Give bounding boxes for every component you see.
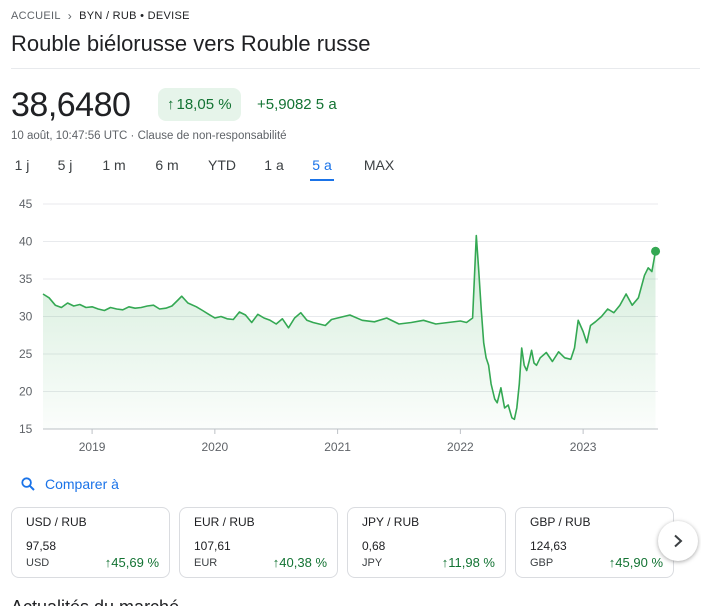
range-tab-1m[interactable]: 1 m: [102, 157, 126, 173]
range-tab-1d[interactable]: 1 j: [14, 157, 30, 173]
x-tick-label: 2021: [324, 440, 351, 454]
card-title: GBP / RUB: [530, 515, 591, 529]
card-value: 124,63: [530, 539, 567, 553]
card-change-value: 45,90 %: [615, 555, 663, 570]
y-tick-label: 20: [19, 385, 33, 399]
card-value: 107,61: [194, 539, 231, 553]
x-tick-label: 2022: [447, 440, 474, 454]
x-tick-label: 2023: [570, 440, 597, 454]
range-tab-5d[interactable]: 5 j: [57, 157, 73, 173]
y-tick-label: 35: [19, 272, 33, 286]
chevron-right-icon: ›: [67, 9, 73, 23]
y-tick-label: 40: [19, 235, 33, 249]
search-icon: [21, 477, 35, 491]
currency-card-eur-rub[interactable]: EUR / RUB 107,61 EUR ↑40,38 %: [179, 507, 338, 578]
chart-current-point: [651, 246, 661, 256]
currency-card-jpy-rub[interactable]: JPY / RUB 0,68 JPY ↑11,98 %: [347, 507, 506, 578]
range-tab-1y[interactable]: 1 a: [264, 157, 284, 173]
range-tab-5y[interactable]: 5 a: [310, 155, 334, 181]
arrow-up-icon: ↑: [104, 555, 112, 570]
compare-label: Comparer à: [45, 476, 119, 492]
card-change: ↑45,90 %: [609, 555, 663, 570]
breadcrumb-current: BYN / RUB • DEVISE: [79, 10, 190, 22]
current-price: 38,6480: [11, 86, 131, 124]
title-divider: [11, 68, 700, 69]
card-change: ↑40,38 %: [273, 555, 327, 570]
range-selector: 1 j 5 j 1 m 6 m YTD 1 a 5 a MAX: [11, 155, 397, 181]
change-percent-badge: ↑ 18,05 %: [158, 88, 241, 121]
card-change: ↑11,98 %: [442, 555, 495, 570]
card-value: 97,58: [26, 539, 57, 553]
card-change-value: 45,69 %: [111, 555, 159, 570]
news-heading: Actualités du marché: [11, 597, 179, 606]
card-change-value: 11,98 %: [448, 555, 495, 570]
page-title: Rouble biélorusse vers Rouble russe: [11, 31, 371, 56]
chart-area-fill: [43, 235, 656, 429]
card-value: 0,68: [362, 539, 386, 553]
y-tick-label: 15: [19, 422, 33, 436]
quote-timestamp: 10 août, 10:47:56 UTC · Clause de non-re…: [11, 130, 287, 142]
y-tick-label: 45: [19, 197, 33, 211]
card-currency: GBP: [530, 557, 554, 569]
breadcrumb-home-link[interactable]: ACCUEIL: [11, 10, 61, 22]
card-currency: JPY: [362, 557, 383, 569]
x-tick-label: 2019: [79, 440, 106, 454]
compare-button[interactable]: Comparer à: [21, 476, 119, 492]
range-tab-ytd[interactable]: YTD: [208, 157, 236, 173]
change-absolute: +5,9082 5 a: [257, 96, 337, 113]
change-percent-value: 18,05 %: [176, 96, 232, 113]
arrow-up-icon: ↑: [441, 555, 449, 570]
card-currency: EUR: [194, 557, 218, 569]
next-cards-button[interactable]: [658, 521, 698, 561]
currency-card-usd-rub[interactable]: USD / RUB 97,58 USD ↑45,69 %: [11, 507, 170, 578]
x-tick-label: 2020: [202, 440, 229, 454]
range-tab-max[interactable]: MAX: [363, 157, 395, 173]
card-currency: USD: [26, 557, 50, 569]
price-chart[interactable]: 45 40 35 30 25 20 15 2019 2020 2021 2022 2023: [0, 190, 701, 460]
range-tab-6m[interactable]: 6 m: [155, 157, 179, 173]
card-title: USD / RUB: [26, 515, 87, 529]
card-change-value: 40,38 %: [279, 555, 327, 570]
arrow-up-icon: ↑: [167, 96, 175, 113]
card-title: JPY / RUB: [362, 515, 420, 529]
chart-series-line: [42, 234, 657, 421]
chevron-right-icon: [674, 534, 683, 548]
y-tick-label: 30: [19, 310, 33, 324]
breadcrumb: ACCUEIL › BYN / RUB • DEVISE: [11, 9, 190, 23]
currency-card-gbp-rub[interactable]: GBP / RUB 124,63 GBP ↑45,90 %: [515, 507, 674, 578]
arrow-up-icon: ↑: [608, 555, 616, 570]
related-currency-cards: USD / RUB 97,58 USD ↑45,69 % EUR / RUB 1…: [11, 507, 683, 578]
card-title: EUR / RUB: [194, 515, 255, 529]
arrow-up-icon: ↑: [272, 555, 280, 570]
card-change: ↑45,69 %: [105, 555, 159, 570]
y-tick-label: 25: [19, 347, 33, 361]
